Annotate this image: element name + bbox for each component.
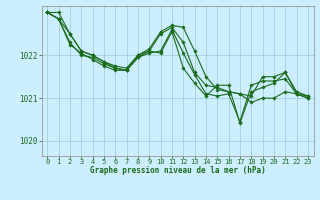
X-axis label: Graphe pression niveau de la mer (hPa): Graphe pression niveau de la mer (hPa): [90, 166, 266, 175]
